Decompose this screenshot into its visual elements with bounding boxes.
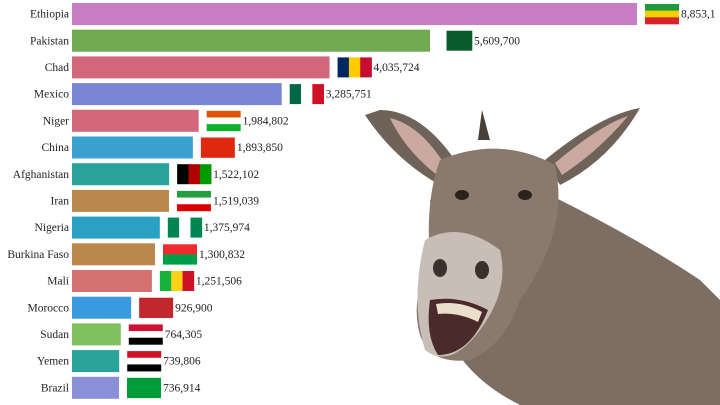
flag-stripe [127, 377, 162, 389]
donkey-photo [365, 108, 720, 405]
flag-stripe [127, 357, 162, 365]
flag-stripe [206, 117, 241, 125]
flag-stripe [167, 217, 180, 238]
category-label: Afghanistan [13, 169, 69, 181]
value-label: 8,853,1 [681, 9, 716, 21]
flag-stripe [455, 30, 464, 51]
flag-stripe [139, 307, 174, 318]
flag-stripe [200, 137, 235, 148]
value-label: 1,522,102 [213, 169, 259, 181]
flag-stripe [206, 124, 241, 132]
category-label: Ethiopia [30, 9, 69, 21]
flag-stripe [446, 30, 456, 51]
flag-stripe [645, 10, 679, 18]
category-label: Iran [50, 196, 69, 208]
flag-stripe [176, 197, 211, 205]
flag-stripe [360, 57, 372, 78]
bar [72, 3, 637, 25]
flag-stripe [348, 57, 361, 78]
value-label: 1,300,832 [199, 249, 245, 261]
flag-stripe [463, 30, 473, 51]
value-label: 3,285,751 [326, 89, 372, 101]
bar [72, 350, 120, 373]
flag-stripe [176, 204, 211, 212]
flag-stripe [177, 164, 189, 185]
category-label: China [42, 142, 69, 154]
category-label: Niger [43, 115, 69, 127]
value-label: 1,375,974 [204, 222, 250, 234]
bar [72, 29, 431, 52]
flag-stripe [163, 254, 198, 265]
flag-stripe [182, 271, 195, 291]
category-label: Mexico [34, 89, 69, 101]
category-label: Chad [45, 62, 70, 74]
category-label: Pakistan [30, 35, 69, 47]
value-label: 1,251,506 [196, 276, 242, 288]
bar [72, 323, 121, 346]
bar [72, 83, 282, 106]
category-label: Brazil [41, 382, 69, 394]
flag-stripe [206, 110, 241, 118]
bar [72, 216, 160, 239]
flag-stripe [337, 57, 350, 78]
bar [72, 163, 170, 186]
flag-stripe [645, 17, 679, 25]
flag-stripe [438, 30, 447, 51]
value-label: 5,609,700 [474, 35, 520, 47]
value-label: 926,900 [175, 302, 213, 314]
flag-stripe [301, 84, 313, 105]
bar [72, 243, 156, 266]
flag-stripe [200, 147, 235, 158]
flag-stripe [645, 4, 679, 11]
bar [72, 136, 193, 159]
category-label: Burkina Faso [7, 249, 69, 261]
flag-stripe [171, 271, 183, 291]
flag-stripe [312, 84, 324, 105]
category-label: Mali [47, 276, 69, 288]
bar [72, 109, 199, 132]
flag-stripe [127, 387, 162, 399]
flag-stripe [128, 337, 163, 345]
value-label: 1,893,850 [237, 142, 283, 154]
value-label: 1,984,802 [243, 115, 289, 127]
flag-stripe [163, 244, 198, 255]
category-label: Sudan [40, 329, 69, 341]
bar [72, 296, 132, 319]
value-label: 1,519,039 [213, 196, 259, 208]
flag-stripe [179, 217, 191, 238]
flag-stripe [159, 271, 172, 291]
flag-stripe [128, 324, 163, 332]
flag-stripe [289, 84, 302, 105]
flag-stripe [127, 351, 162, 359]
bar [72, 56, 330, 79]
flag-stripe [176, 190, 211, 198]
category-label: Morocco [27, 302, 69, 314]
bar [72, 189, 169, 212]
category-label: Yemen [37, 356, 69, 368]
bar [72, 376, 120, 399]
flag-stripe [128, 331, 163, 339]
flag-stripe [139, 297, 174, 308]
value-label: 4,035,724 [374, 62, 420, 74]
category-label: Nigeria [35, 222, 69, 234]
bars: Ethiopia 8,853,1 Pakistan 5,609,700 Chad 4,03… [7, 3, 716, 399]
value-label: 739,806 [163, 356, 201, 368]
flag-stripe [188, 164, 201, 185]
value-label: 764,305 [165, 329, 203, 341]
flag-stripe [127, 364, 162, 372]
flag-stripe [199, 164, 212, 185]
bar [72, 270, 152, 292]
flag-stripe [190, 217, 203, 238]
value-label: 736,914 [163, 382, 201, 394]
